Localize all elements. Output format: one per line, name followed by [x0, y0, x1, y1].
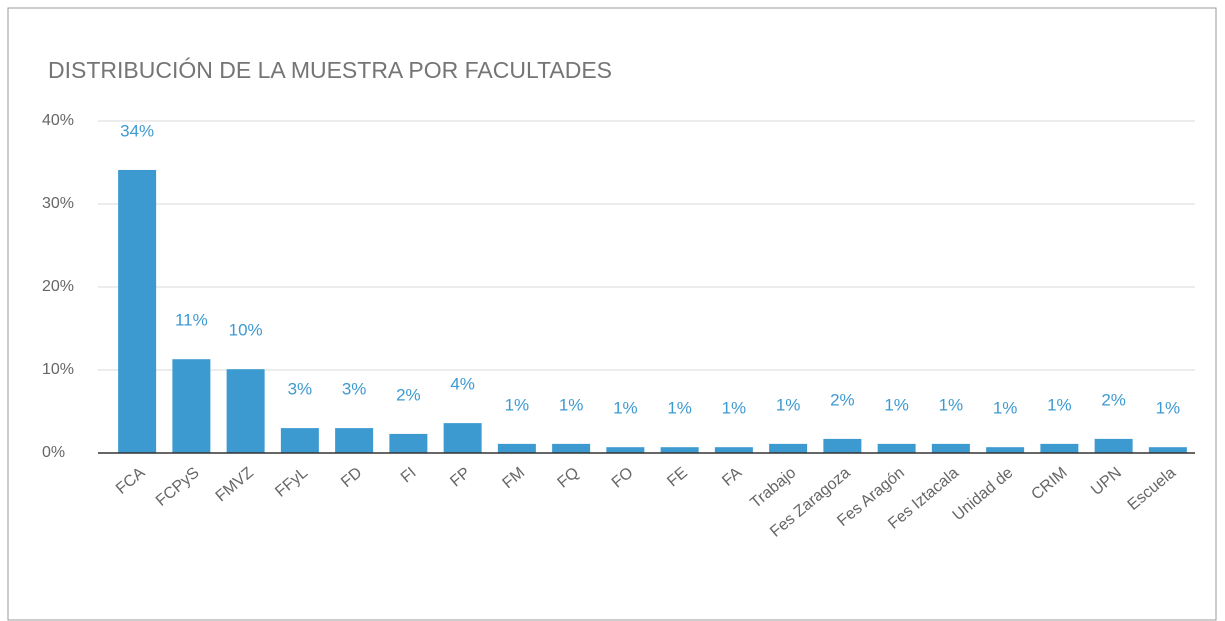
bar [660, 447, 699, 453]
bar [280, 428, 319, 453]
bar [986, 447, 1025, 453]
bar [823, 438, 862, 453]
value-label: 2% [396, 385, 421, 404]
bar [172, 359, 211, 453]
value-label: 11% [175, 311, 208, 330]
bar [1040, 443, 1079, 453]
bar [931, 443, 970, 453]
value-label: 10% [229, 321, 263, 340]
bar [877, 443, 916, 453]
y-tick-label: 40% [42, 112, 74, 129]
value-label: 1% [1047, 395, 1072, 414]
value-label: 1% [939, 395, 964, 414]
bar [714, 447, 753, 453]
bar [1094, 438, 1133, 453]
value-label: 34% [120, 121, 154, 140]
value-label: 1% [722, 399, 747, 418]
bar [443, 423, 482, 453]
value-label: 4% [450, 375, 475, 394]
bar [335, 428, 374, 453]
bar [226, 369, 265, 453]
bar [497, 443, 536, 453]
bar [118, 169, 157, 453]
value-label: 2% [1101, 390, 1126, 409]
value-label: 3% [342, 380, 367, 399]
chart-title: DISTRIBUCIÓN DE LA MUESTRA POR FACULTADE… [48, 57, 612, 83]
value-label: 1% [884, 395, 909, 414]
value-label: 1% [993, 399, 1018, 418]
y-tick-label: 20% [42, 278, 74, 295]
value-label: 1% [776, 395, 801, 414]
value-label: 1% [559, 395, 584, 414]
value-label: 3% [288, 380, 313, 399]
value-label: 1% [667, 399, 692, 418]
bar [389, 433, 428, 453]
value-label: 1% [613, 399, 638, 418]
value-label: 2% [830, 390, 855, 409]
bar [552, 443, 591, 453]
bar [1148, 447, 1187, 453]
y-tick-label: 0% [42, 444, 65, 461]
bar [769, 443, 808, 453]
y-tick-label: 10% [42, 361, 74, 378]
value-label: 1% [505, 395, 530, 414]
y-tick-label: 30% [42, 195, 74, 212]
value-label: 1% [1156, 399, 1181, 418]
bar [606, 447, 645, 453]
chart-frame [7, 7, 1217, 621]
